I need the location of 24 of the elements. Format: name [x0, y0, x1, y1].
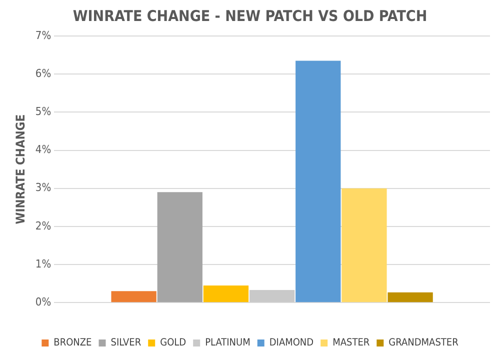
bar — [203, 285, 249, 302]
legend-label: GRANDMASTER — [388, 338, 458, 349]
legend-label: PLATINUM — [205, 338, 250, 349]
y-axis-title: WINRATE CHANGE — [13, 114, 28, 224]
legend-label: DIAMOND — [269, 338, 314, 349]
bar — [342, 188, 387, 302]
legend-label: SILVER — [110, 338, 142, 349]
legend-label: MASTER — [332, 338, 370, 349]
bar — [249, 290, 295, 302]
y-tick-label: 0% — [35, 295, 52, 308]
y-tick-label: 2% — [35, 219, 52, 232]
y-tick-label: 6% — [35, 66, 52, 80]
legend-label: BRONZE — [54, 338, 92, 349]
bar — [296, 60, 341, 302]
bar — [388, 292, 433, 302]
y-tick-label: 7% — [35, 28, 52, 42]
y-tick-label: 3% — [35, 181, 52, 194]
legend-label: GOLD — [160, 338, 186, 349]
bar — [157, 192, 202, 302]
bar — [111, 291, 156, 302]
y-tick-label: 5% — [35, 105, 52, 118]
chart-title: WINRATE CHANGE - NEW PATCH VS OLD PATCH — [72, 6, 428, 25]
y-tick-label: 1% — [35, 257, 52, 270]
y-tick-label: 4% — [35, 143, 52, 156]
